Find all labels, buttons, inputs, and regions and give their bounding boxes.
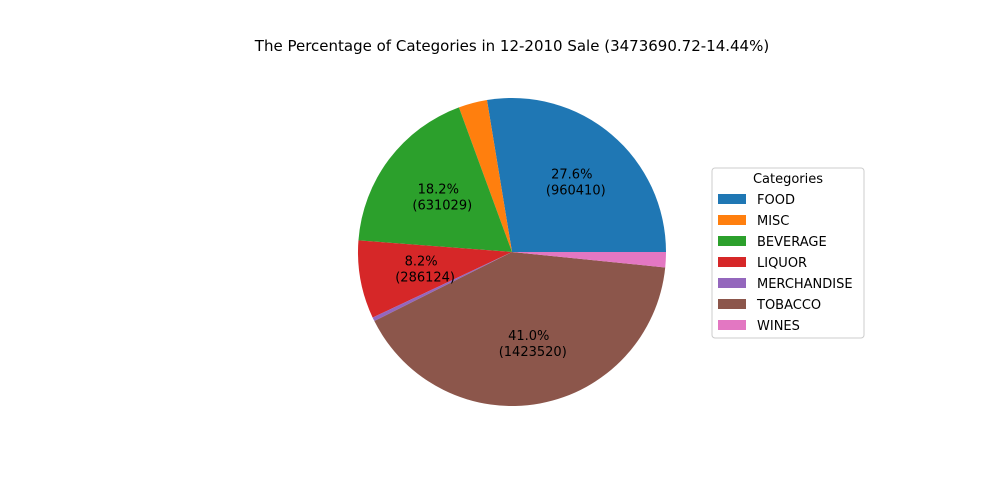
legend-swatch-tobacco — [718, 299, 746, 309]
pie-slice-liquor — [358, 240, 512, 318]
legend-label-merchandise: MERCHANDISE — [757, 277, 853, 292]
legend-swatch-liquor — [718, 257, 746, 267]
slice-label-food: 27.6% (960410) — [546, 168, 606, 199]
slice-value-food: (960410) — [546, 184, 606, 199]
legend-swatch-wines — [718, 320, 746, 330]
legend-label-wines: WINES — [757, 319, 800, 334]
legend-label-tobacco: TOBACCO — [756, 298, 821, 313]
pie-slice-food — [486, 98, 666, 252]
legend-frame — [711, 167, 865, 339]
legend-label-food: FOOD — [757, 193, 795, 208]
slice-value-tobacco: (1423520) — [499, 345, 567, 360]
slice-percent-liquor: 8.2% — [405, 255, 438, 270]
legend-title: Categories — [753, 172, 823, 187]
slice-label-beverage: 18.2% (631029) — [412, 182, 472, 213]
slice-percent-beverage: 18.2% — [418, 182, 459, 197]
slice-label-liquor: 8.2% (286124) — [395, 255, 455, 286]
slice-value-liquor: (286124) — [395, 271, 455, 286]
pie-slice-wines — [512, 252, 666, 268]
slice-label-tobacco: 41.0% (1423520) — [499, 329, 567, 360]
legend-swatch-beverage — [718, 236, 746, 246]
pie-slice-misc — [458, 100, 512, 253]
pie-slice-beverage — [358, 107, 512, 252]
legend-items: FOOD MISC BEVERAGE LIQUOR MERCHANDISE TOBACCO… — [718, 193, 853, 334]
slice-value-beverage: (631029) — [412, 198, 472, 213]
pie-slices — [358, 98, 666, 406]
pie-slice-tobacco — [374, 252, 666, 406]
legend-swatch-merchandise — [718, 278, 746, 288]
legend-swatch-misc — [718, 215, 746, 225]
slice-percent-tobacco: 41.0% — [508, 329, 549, 344]
pie-slice-merchandise — [372, 252, 512, 322]
legend-swatch-food — [718, 194, 746, 204]
legend-label-misc: MISC — [757, 214, 789, 229]
slice-percent-food: 27.6% — [551, 168, 592, 183]
pie-labels: 27.6% (960410) 18.2% (631029) 8.2% (286124) 41… — [395, 168, 605, 360]
legend: Categories FOOD MISC BEVERAGE LIQUOR MERCHAN… — [711, 167, 865, 339]
legend-label-liquor: LIQUOR — [757, 256, 807, 271]
legend-label-beverage: BEVERAGE — [757, 235, 827, 250]
chart-title: The Percentage of Categories in 12-2010 … — [254, 37, 769, 55]
